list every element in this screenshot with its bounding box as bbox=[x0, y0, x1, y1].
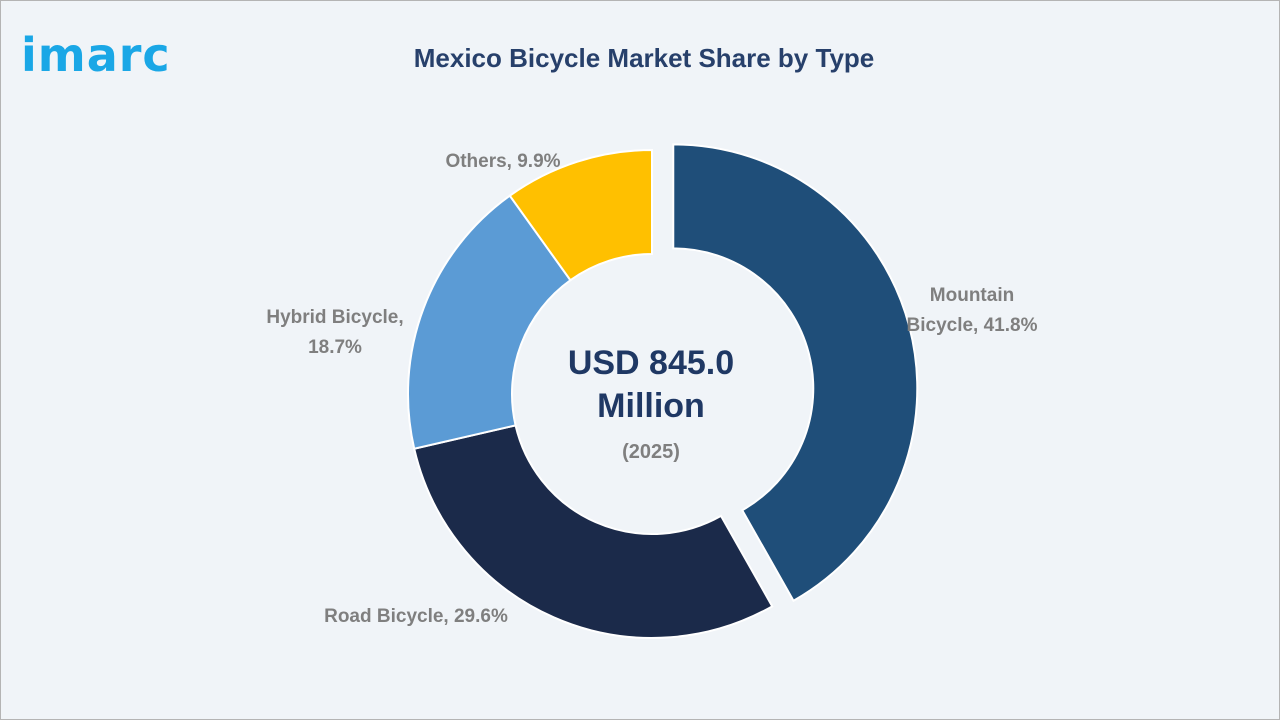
center-value: USD 845.0 bbox=[568, 344, 734, 382]
slice-road-bicycle bbox=[413, 424, 774, 639]
donut-slices bbox=[407, 143, 919, 639]
slice-mountain-bicycle bbox=[672, 143, 919, 603]
slice-hybrid-bicycle bbox=[407, 194, 572, 450]
center-label: USD 845.0 Million (2025) bbox=[568, 344, 734, 463]
center-unit: Million bbox=[597, 387, 705, 425]
center-year: (2025) bbox=[622, 441, 680, 463]
label-mountain-bicycle: Mountain Bicycle, 41.8% bbox=[907, 285, 1038, 336]
slice-labels: Mountain Bicycle, 41.8% Road Bicycle, 29.6… bbox=[266, 151, 1037, 627]
imarc-logo: imarc bbox=[21, 28, 171, 82]
label-others: Others, 9.9% bbox=[445, 151, 560, 172]
slice-others bbox=[508, 148, 653, 282]
chart-title: Mexico Bicycle Market Share by Type bbox=[413, 43, 875, 73]
label-road-bicycle: Road Bicycle, 29.6% bbox=[324, 606, 508, 627]
label-hybrid-bicycle: Hybrid Bicycle, 18.7% bbox=[266, 307, 403, 358]
